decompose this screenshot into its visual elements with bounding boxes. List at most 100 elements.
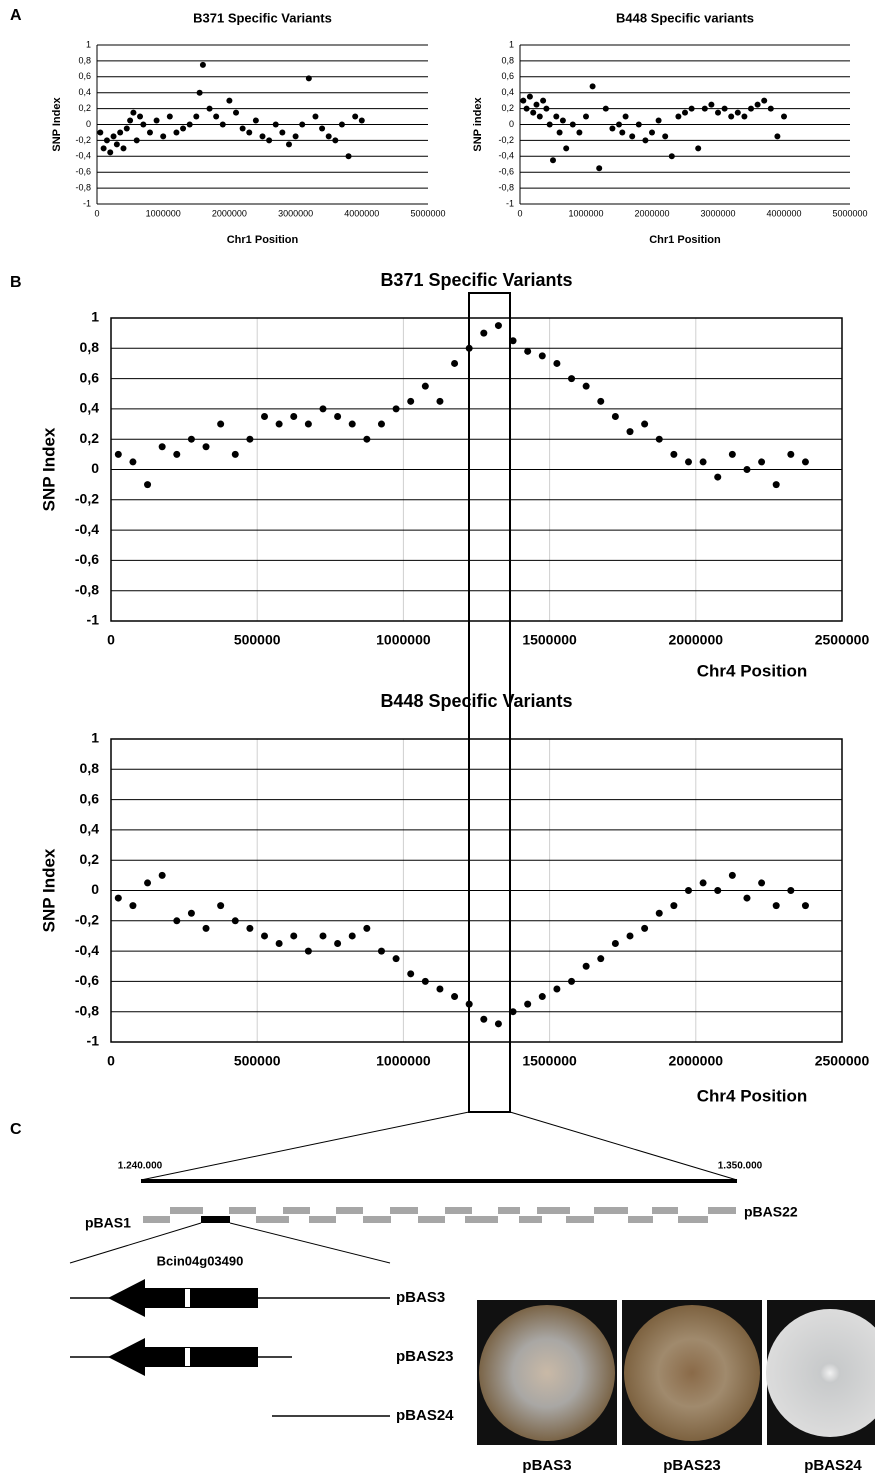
point (217, 902, 225, 910)
clone (229, 1207, 256, 1214)
point (787, 450, 795, 458)
point (144, 879, 152, 887)
panel-label: B (10, 274, 22, 291)
point (553, 985, 561, 993)
point (123, 125, 130, 132)
point (292, 133, 299, 140)
point (332, 137, 339, 144)
point (120, 145, 127, 152)
x-tick-label: 500000 (234, 632, 281, 648)
point (682, 109, 688, 116)
point (110, 133, 117, 140)
point (100, 145, 107, 152)
point (642, 137, 649, 144)
y-tick-label: 0,4 (501, 87, 514, 97)
point (117, 129, 124, 136)
x-tick-label: 0 (107, 1053, 115, 1069)
point (655, 909, 663, 917)
y-tick-label: 0,4 (80, 400, 100, 416)
point (754, 101, 761, 108)
point (187, 909, 195, 917)
point (377, 420, 385, 428)
clone (519, 1216, 542, 1223)
point (582, 382, 590, 390)
point (609, 125, 616, 132)
zoom-line (140, 1111, 470, 1181)
region-end: 1.350.000 (718, 1161, 763, 1172)
clone (363, 1216, 391, 1223)
y-tick-label: -0,4 (75, 151, 91, 161)
point (546, 121, 553, 128)
point (569, 121, 576, 128)
point (259, 133, 266, 140)
point (103, 137, 110, 144)
y-tick-label: 1 (91, 309, 99, 325)
clone (445, 1207, 472, 1214)
point (670, 450, 678, 458)
point (616, 121, 622, 128)
point (520, 97, 527, 104)
point (559, 117, 566, 124)
point (509, 1008, 517, 1016)
point (540, 97, 547, 104)
point (684, 887, 692, 894)
y-tick-label: 0,2 (80, 851, 100, 867)
point (261, 412, 269, 420)
point (611, 940, 619, 948)
point (199, 61, 206, 68)
x-tick-label: 1000000 (376, 1053, 431, 1069)
chart-title: B371 Specific Variants (380, 270, 572, 290)
clone (537, 1207, 570, 1214)
point (137, 113, 144, 120)
point (266, 137, 273, 144)
point (451, 359, 459, 367)
panel-label: C (10, 1121, 22, 1138)
clone (566, 1216, 594, 1223)
point (233, 109, 240, 116)
point (675, 113, 682, 120)
point (451, 993, 459, 1001)
point (304, 947, 312, 955)
point (114, 450, 122, 458)
point (641, 924, 649, 932)
y-tick-label: -0,2 (498, 135, 514, 145)
point (556, 129, 563, 136)
construct-label: pBAS24 (396, 1407, 454, 1424)
clone (143, 1216, 170, 1223)
x-tick-label: 3000000 (700, 208, 735, 218)
region-start: 1.240.000 (118, 1161, 163, 1172)
x-tick-label: 0 (107, 632, 115, 648)
x-axis-label: Chr1 Position (649, 234, 721, 246)
zoom-line (509, 1111, 738, 1181)
clone (628, 1216, 653, 1223)
point (523, 105, 530, 112)
plot-frame (110, 738, 843, 1043)
point (285, 141, 292, 148)
point (576, 129, 583, 136)
construct-label: pBAS23 (396, 1348, 454, 1365)
y-tick-label: 0 (91, 460, 99, 476)
point (436, 985, 444, 993)
point (743, 466, 751, 473)
point (319, 932, 327, 940)
point (550, 157, 556, 164)
plate-label: pBAS3 (522, 1457, 571, 1474)
clone (708, 1207, 736, 1214)
point (568, 977, 576, 985)
point (358, 117, 365, 124)
y-tick-label: 0,4 (80, 821, 100, 837)
highlight-box (468, 292, 511, 1113)
point (553, 113, 560, 120)
point (334, 940, 342, 948)
point (543, 105, 550, 112)
clone-label: pBAS22 (744, 1204, 798, 1220)
point (305, 75, 312, 82)
y-tick-label: -0,6 (498, 167, 514, 177)
x-tick-label: 500000 (234, 1053, 281, 1069)
point (801, 458, 809, 466)
point (734, 109, 741, 116)
point (196, 89, 203, 96)
y-tick-label: -0,4 (75, 942, 99, 958)
